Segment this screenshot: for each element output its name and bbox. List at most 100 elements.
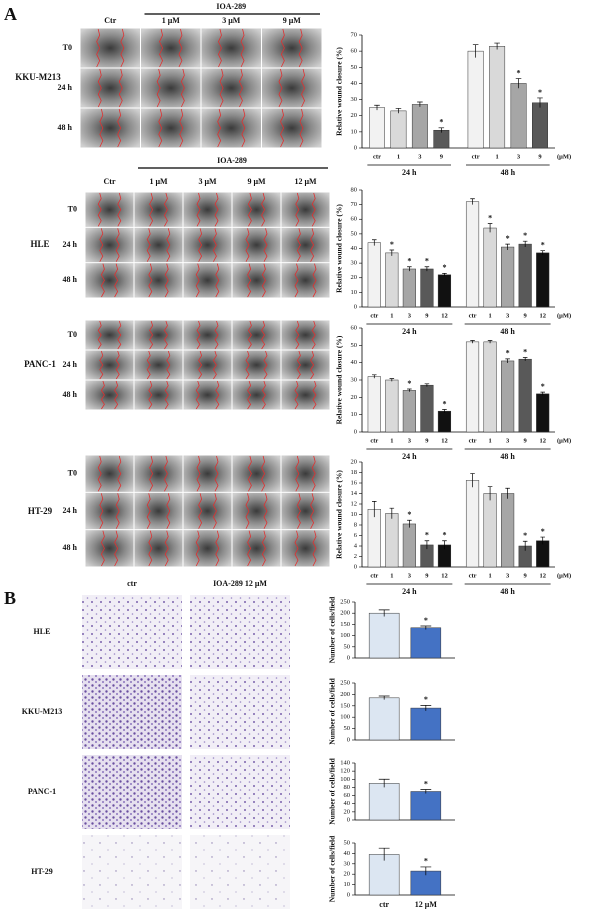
error-bar (505, 243, 510, 250)
error-bar (522, 357, 528, 361)
micrograph (134, 192, 183, 227)
micrograph (232, 530, 281, 567)
time-label: T0 (68, 330, 77, 339)
cell-line-label: HLE (30, 239, 49, 249)
error-bar (472, 44, 479, 58)
micrograph (134, 263, 183, 298)
error-bar (378, 847, 390, 861)
column-label: 3 μM (198, 177, 217, 186)
micrograph (85, 492, 134, 530)
error-bar (420, 789, 432, 794)
wound-edge (100, 263, 105, 298)
x-tick-label: 9 (538, 153, 542, 160)
bar (368, 612, 400, 659)
wound-edge (146, 228, 151, 262)
significance-marker: * (390, 240, 394, 249)
micrograph (281, 350, 330, 380)
treatment-label: IOA-289 (216, 2, 246, 11)
x-tick-label: 1 (390, 312, 393, 319)
wound-edge (294, 380, 299, 410)
column-label: 9 μM (283, 16, 302, 25)
y-tick-label: 120 (340, 768, 350, 775)
x-tick-label: 1 (488, 312, 491, 319)
x-tick-label: 12 (539, 312, 546, 319)
bar (465, 201, 480, 308)
wound-edge (215, 530, 220, 567)
wound-edge (245, 228, 250, 262)
y-tick-label: 0 (347, 891, 350, 898)
error-bar (470, 473, 475, 488)
y-tick-label: 16 (351, 479, 358, 486)
x-tick-label: 1 (390, 437, 393, 444)
wound-edge (156, 68, 161, 108)
y-tick-label: 0 (354, 303, 357, 310)
wound-edge (179, 108, 184, 148)
wound-edge (212, 350, 217, 380)
wound-edge (296, 228, 301, 262)
x-tick-label: 3 (506, 437, 510, 444)
cell-line-label: PANC-1 (24, 359, 56, 369)
group-label: 24 h (402, 168, 417, 177)
wound-edge (97, 320, 102, 350)
wound-edge (149, 320, 154, 350)
wound-edge (100, 530, 105, 567)
micrograph (183, 350, 232, 380)
bar (411, 104, 428, 149)
x-tick-label: 9 (524, 572, 528, 579)
y-axis-label: Number of cells/field (328, 835, 337, 902)
y-tick-label: 60 (351, 48, 358, 55)
y-tick-label: 50 (351, 230, 358, 237)
bar (501, 246, 515, 308)
y-tick-label: 40 (351, 359, 358, 366)
wound-edge (245, 493, 250, 529)
micrograph (281, 263, 330, 298)
micrograph (141, 108, 201, 148)
wound-edge (117, 192, 122, 227)
x-tick-label: 3 (408, 572, 412, 579)
bar (368, 854, 400, 896)
x-tick-label: 9 (524, 437, 528, 444)
x-tick-label: 12 (441, 312, 448, 319)
significance-marker: * (439, 118, 443, 127)
significance-marker: * (523, 531, 527, 540)
x-tick-label: 9 (425, 572, 429, 579)
bar (489, 46, 506, 149)
bar (518, 358, 532, 433)
x-tick-label: ctr (370, 312, 378, 319)
y-tick-label: 2 (354, 553, 357, 560)
cell-line-label: HT-29 (28, 506, 53, 516)
bar (465, 480, 480, 568)
wound-edge (294, 263, 299, 298)
bar (483, 493, 497, 568)
error-bar (372, 501, 377, 518)
micrograph (281, 227, 330, 263)
y-tick-label: 80 (344, 784, 351, 791)
x-tick-label: 3 (506, 572, 510, 579)
y-axis-label: Relative wound closure (%) (335, 204, 344, 293)
error-bar (374, 104, 380, 111)
micrograph (201, 28, 261, 68)
wound-edge (115, 350, 120, 380)
y-tick-label: 0 (354, 144, 357, 151)
wound-edge (247, 530, 252, 567)
time-label: 24 h (63, 240, 78, 249)
micrograph (80, 68, 140, 108)
group-label: 48 h (501, 168, 516, 177)
error-bar (389, 378, 395, 382)
wound-edge (97, 455, 102, 492)
y-tick-label: 50 (351, 342, 358, 349)
bar (385, 252, 399, 308)
x-tick-label: 12 μM (415, 900, 438, 909)
y-tick-label: 70 (351, 201, 358, 208)
wound-edge (295, 455, 300, 492)
bar (368, 783, 400, 821)
wound-edge (212, 228, 217, 262)
significance-marker: * (523, 231, 527, 240)
significance-marker: * (407, 510, 411, 519)
column-label: 9 μM (247, 177, 266, 186)
error-bar (372, 239, 377, 246)
x-tick-label: 9 (524, 312, 528, 319)
micrograph (80, 28, 140, 68)
x-tick-label: 12 (539, 572, 546, 579)
wound-edge (214, 455, 219, 492)
